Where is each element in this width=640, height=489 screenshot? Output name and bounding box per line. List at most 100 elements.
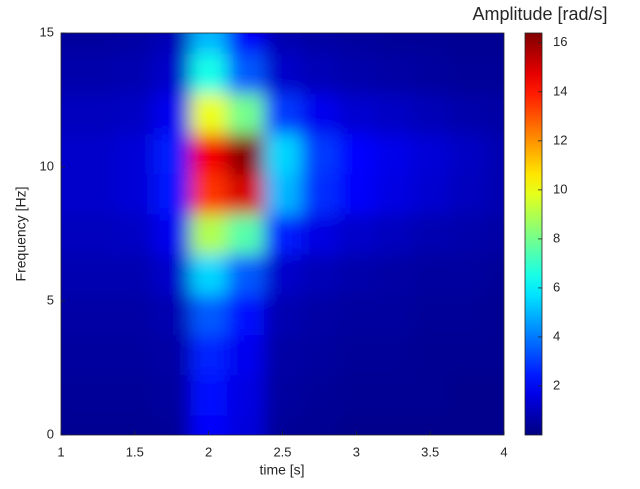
heat-cell <box>411 133 450 175</box>
heat-cell <box>300 414 339 435</box>
heat-cell <box>337 294 376 335</box>
heat-cell <box>411 414 450 435</box>
heat-cell <box>227 334 265 376</box>
heat-cell <box>300 294 339 335</box>
heat-cell <box>300 133 339 175</box>
heat-cell <box>61 133 80 175</box>
heat-cell <box>153 53 191 94</box>
heat-cell <box>153 173 191 215</box>
heat-cell <box>374 334 413 376</box>
heat-cell <box>264 374 302 416</box>
heat-cell <box>337 374 376 416</box>
heat-cell <box>300 53 339 94</box>
heat-cell <box>227 374 265 416</box>
heat-cell <box>116 93 154 134</box>
heat-cell <box>116 213 154 255</box>
heat-cell <box>485 334 504 376</box>
heat-cell <box>264 173 302 215</box>
heatmap-cells <box>61 33 504 435</box>
heat-cell <box>227 133 265 175</box>
heat-cell <box>300 254 339 295</box>
heat-cell <box>485 294 504 335</box>
heat-cell <box>190 213 228 255</box>
heat-cell <box>448 213 487 255</box>
colorbar-tick-label: 4 <box>553 328 560 343</box>
heat-cell <box>61 173 80 215</box>
colorbar-tick-label: 2 <box>553 377 560 392</box>
heat-cell <box>79 334 117 376</box>
heat-cell <box>61 294 80 335</box>
heat-cell <box>116 414 154 435</box>
heat-cell <box>79 414 117 435</box>
heat-cell <box>79 173 117 215</box>
heat-cell <box>190 133 228 175</box>
heat-cell <box>61 93 80 134</box>
heat-cell <box>448 334 487 376</box>
heat-cell <box>264 33 302 54</box>
x-tick-label: 4 <box>500 444 507 459</box>
heat-cell <box>79 53 117 94</box>
heat-cell <box>448 254 487 295</box>
heat-cell <box>337 334 376 376</box>
heat-cell <box>190 173 228 215</box>
y-tick-label: 15 <box>40 24 54 39</box>
heat-cell <box>153 414 191 435</box>
heat-cell <box>116 33 154 54</box>
x-tick-label: 2.5 <box>273 444 291 459</box>
x-axis-label: time [s] <box>259 462 304 478</box>
heat-cell <box>190 33 228 54</box>
y-tick-label: 10 <box>40 158 54 173</box>
heat-cell <box>448 53 487 94</box>
heat-cell <box>337 53 376 94</box>
heat-cell <box>337 33 376 54</box>
heat-cell <box>153 133 191 175</box>
heat-cell <box>79 254 117 295</box>
heat-cell <box>485 53 504 94</box>
heat-cell <box>153 213 191 255</box>
heat-cell <box>190 414 228 435</box>
heat-cell <box>300 173 339 215</box>
colorbar-tick-label: 14 <box>553 83 567 98</box>
heat-cell <box>153 254 191 295</box>
heat-cell <box>153 33 191 54</box>
heat-cell <box>190 53 228 94</box>
heat-cell <box>264 93 302 134</box>
heat-cell <box>411 173 450 215</box>
heat-cell <box>337 173 376 215</box>
colorbar-label: Amplitude [rad/s] <box>472 4 607 24</box>
heat-cell <box>116 334 154 376</box>
heat-cell <box>153 93 191 134</box>
heat-cell <box>116 254 154 295</box>
heat-cell <box>300 33 339 54</box>
heat-cell <box>411 213 450 255</box>
heat-cell <box>227 53 265 94</box>
heat-cell <box>61 53 80 94</box>
heat-cell <box>264 213 302 255</box>
heat-cell <box>374 414 413 435</box>
heat-cell <box>374 173 413 215</box>
y-axis-label: Frequency [Hz] <box>13 187 29 282</box>
heat-cell <box>153 334 191 376</box>
x-tick-label: 3 <box>353 444 360 459</box>
heat-cell <box>227 254 265 295</box>
heat-cell <box>79 93 117 134</box>
x-tick-label: 3.5 <box>421 444 439 459</box>
heat-cell <box>116 294 154 335</box>
colorbar-tick-label: 8 <box>553 230 560 245</box>
colorbar-tick-label: 12 <box>553 132 567 147</box>
colorbar-tick-label: 16 <box>553 34 567 49</box>
heat-cell <box>227 414 265 435</box>
heat-cell <box>190 254 228 295</box>
heat-cell <box>374 213 413 255</box>
heat-cell <box>227 33 265 54</box>
heat-cell <box>153 374 191 416</box>
heat-cell <box>485 173 504 215</box>
x-tick-label: 1.5 <box>126 444 144 459</box>
heat-cell <box>337 133 376 175</box>
heat-cell <box>227 93 265 134</box>
heat-cell <box>79 294 117 335</box>
heat-cell <box>227 294 265 335</box>
heat-cell <box>485 33 504 54</box>
heat-cell <box>448 33 487 54</box>
